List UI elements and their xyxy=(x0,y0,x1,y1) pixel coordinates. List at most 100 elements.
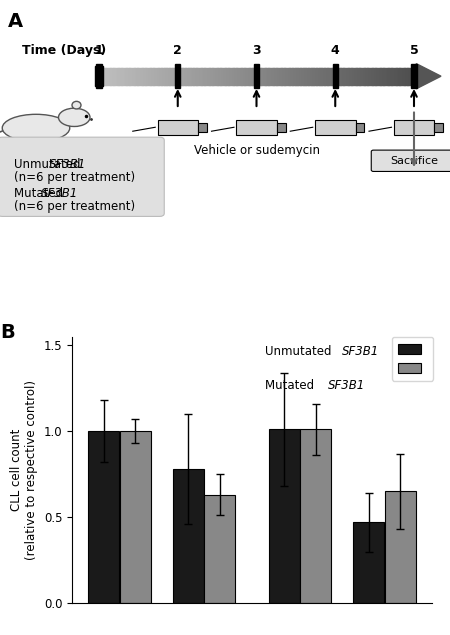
Text: Vehicle or sudemycin: Vehicle or sudemycin xyxy=(194,144,320,157)
Bar xyxy=(281,68,283,84)
Bar xyxy=(414,68,416,84)
Bar xyxy=(118,68,120,84)
Bar xyxy=(236,119,277,135)
Bar xyxy=(150,68,152,84)
Bar xyxy=(321,68,323,84)
Bar xyxy=(324,68,326,84)
Bar xyxy=(378,68,381,84)
Bar xyxy=(122,68,123,84)
Bar xyxy=(252,68,254,84)
Bar xyxy=(288,68,289,84)
Bar xyxy=(388,68,390,84)
Bar xyxy=(353,523,384,603)
Bar xyxy=(113,68,115,84)
Bar xyxy=(343,68,346,84)
Bar xyxy=(403,68,405,84)
Bar xyxy=(297,68,299,84)
Bar xyxy=(356,68,358,84)
Bar xyxy=(176,68,178,84)
Bar xyxy=(207,68,210,84)
Bar xyxy=(289,68,291,84)
Bar xyxy=(166,68,168,84)
Bar xyxy=(158,119,198,135)
Bar xyxy=(380,68,382,84)
Bar xyxy=(394,119,434,135)
Bar xyxy=(256,68,257,84)
FancyBboxPatch shape xyxy=(0,137,164,217)
Bar xyxy=(161,68,163,84)
Bar xyxy=(217,68,219,84)
Bar xyxy=(193,68,195,84)
Bar xyxy=(244,68,247,84)
Bar xyxy=(331,68,333,84)
Bar xyxy=(203,68,205,84)
Bar xyxy=(294,68,296,84)
Bar xyxy=(95,66,103,86)
Bar xyxy=(271,68,274,84)
Bar xyxy=(249,68,251,84)
Bar xyxy=(268,68,270,84)
Bar xyxy=(404,68,406,84)
FancyBboxPatch shape xyxy=(371,150,450,171)
Bar xyxy=(230,68,232,84)
Bar xyxy=(251,68,253,84)
FancyArrow shape xyxy=(416,64,441,89)
Bar xyxy=(398,68,400,84)
Bar xyxy=(254,64,259,88)
Bar xyxy=(333,64,338,88)
Bar xyxy=(219,68,221,84)
Bar xyxy=(356,123,364,132)
Bar xyxy=(117,68,119,84)
Bar xyxy=(318,68,320,84)
Bar xyxy=(128,68,130,84)
Text: Unmutated: Unmutated xyxy=(265,345,335,358)
Bar xyxy=(315,119,356,135)
Bar xyxy=(136,68,138,84)
Bar xyxy=(308,68,310,84)
Bar xyxy=(110,68,112,84)
Bar xyxy=(123,68,125,84)
Bar xyxy=(224,68,225,84)
Bar xyxy=(363,68,365,84)
Bar xyxy=(229,68,230,84)
Bar xyxy=(147,68,149,84)
Bar xyxy=(390,68,392,84)
Bar xyxy=(364,68,366,84)
Bar xyxy=(412,68,414,84)
Bar xyxy=(120,68,122,84)
Bar xyxy=(165,68,166,84)
Bar xyxy=(177,68,179,84)
Bar xyxy=(417,68,419,84)
Bar xyxy=(276,68,279,84)
Bar xyxy=(387,68,389,84)
Bar xyxy=(411,64,417,88)
Bar xyxy=(190,68,192,84)
Bar xyxy=(204,495,235,603)
Bar xyxy=(328,68,329,84)
Bar xyxy=(278,68,280,84)
Bar xyxy=(382,68,384,84)
Bar xyxy=(99,68,101,84)
Bar xyxy=(254,68,256,84)
Bar xyxy=(320,68,321,84)
Bar xyxy=(332,68,334,84)
Ellipse shape xyxy=(58,108,90,126)
Bar xyxy=(257,68,259,84)
Bar xyxy=(148,68,151,84)
Bar xyxy=(157,68,158,84)
Bar xyxy=(192,68,194,84)
Bar xyxy=(310,68,312,84)
Text: SF3B1: SF3B1 xyxy=(342,345,379,358)
Bar xyxy=(296,68,297,84)
Bar xyxy=(353,68,355,84)
Bar xyxy=(172,68,175,84)
Bar xyxy=(351,68,353,84)
Bar xyxy=(233,68,235,84)
Bar xyxy=(169,68,171,84)
Bar xyxy=(222,68,224,84)
Bar xyxy=(415,68,417,84)
Bar xyxy=(372,68,374,84)
Bar xyxy=(126,68,128,84)
Text: SF3B1: SF3B1 xyxy=(41,187,78,201)
Bar xyxy=(101,68,103,84)
